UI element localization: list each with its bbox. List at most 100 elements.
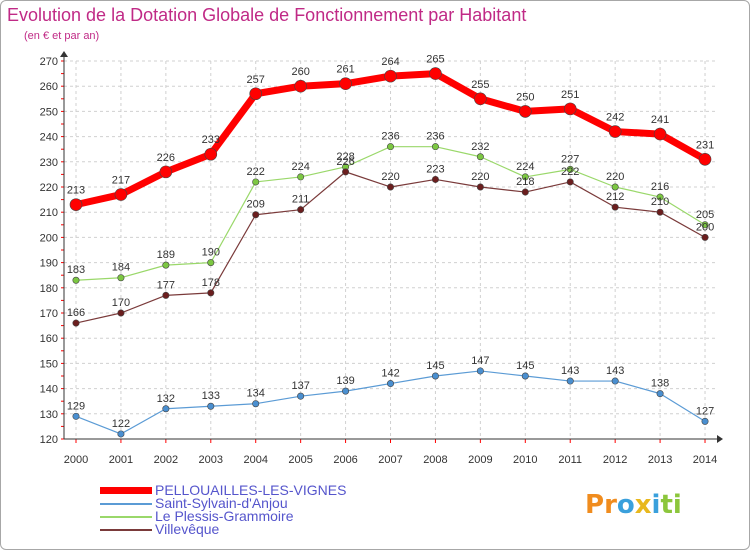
data-point (518, 105, 532, 118)
data-label: 265 (426, 54, 444, 66)
data-label: 142 (381, 368, 399, 380)
x-tick-label: 2009 (468, 454, 492, 466)
data-label: 250 (516, 91, 534, 103)
data-point (72, 319, 80, 327)
data-label: 133 (202, 390, 220, 402)
data-point (207, 402, 215, 410)
data-label: 205 (696, 209, 714, 221)
x-tick-label: 2012 (603, 454, 627, 466)
proxiti-logo: Proxiti (585, 490, 682, 520)
data-point (297, 206, 305, 214)
data-label: 232 (471, 141, 489, 153)
legend-item-villeveque: Villevêque (100, 521, 360, 537)
chart-title: Evolution de la Dotation Globale de Fonc… (7, 5, 527, 25)
x-tick-label: 2004 (243, 454, 267, 466)
data-labels: 129 122 132 133 134 137 139 142 145 147 145 143 143 1… (67, 54, 714, 430)
data-label: 166 (67, 307, 85, 319)
data-label: 122 (112, 418, 130, 430)
data-label: 242 (606, 112, 624, 124)
legend-swatch (100, 529, 152, 531)
data-label: 241 (651, 114, 669, 126)
logo-letter: x (634, 490, 652, 520)
data-point (162, 405, 170, 413)
legend: PELLOUAILLES-LES-VIGNES Saint-Sylvain-d'… (100, 482, 360, 537)
data-point (656, 193, 664, 201)
data-point (521, 372, 529, 380)
y-axis-arrow (60, 51, 68, 57)
data-label: 233 (202, 134, 220, 146)
axes: 120 130 140 150 160 170 180 190 200 210 220 230 240 2… (40, 51, 723, 466)
data-label: 226 (336, 156, 354, 168)
data-label: 145 (426, 360, 444, 372)
data-label: 134 (247, 388, 265, 400)
data-point (431, 372, 439, 380)
data-point (656, 390, 664, 398)
data-label: 200 (696, 221, 714, 233)
data-label: 210 (651, 196, 669, 208)
data-label: 231 (696, 139, 714, 151)
data-point (701, 233, 709, 241)
data-label: 209 (247, 199, 265, 211)
data-label: 223 (426, 163, 444, 175)
data-label: 178 (202, 277, 220, 289)
legend-label: PELLOUAILLES-LES-VIGNES (155, 482, 347, 498)
data-point (162, 291, 170, 299)
logo-letter: t (660, 490, 673, 520)
y-tick-label: 260 (40, 81, 58, 93)
data-point (117, 430, 125, 438)
data-label: 236 (426, 131, 444, 143)
data-label: 211 (292, 194, 310, 206)
data-label: 216 (651, 181, 669, 193)
data-point (252, 211, 260, 219)
y-tick-label: 170 (40, 308, 58, 320)
data-point (476, 183, 484, 191)
x-tick-label: 2007 (378, 454, 402, 466)
y-tick-label: 230 (40, 157, 58, 169)
data-label: 236 (381, 131, 399, 143)
data-label: 226 (157, 152, 175, 164)
series-lines (69, 67, 712, 438)
x-tick-label: 2001 (109, 454, 133, 466)
legend-label: Villevêque (155, 521, 220, 537)
data-point (342, 387, 350, 395)
data-label: 220 (606, 171, 624, 183)
data-label: 183 (67, 264, 85, 276)
data-label: 137 (291, 380, 309, 392)
data-label: 220 (381, 171, 399, 183)
x-tick-label: 2006 (333, 454, 357, 466)
data-label: 224 (516, 161, 534, 173)
y-tick-label: 140 (40, 384, 58, 396)
legend-label: Le Plessis-Grammoire (155, 508, 294, 524)
legend-label: Saint-Sylvain-d'Anjou (155, 495, 288, 511)
data-point (611, 377, 619, 385)
data-point (476, 153, 484, 161)
legend-item-saint-sylvain: Saint-Sylvain-d'Anjou (100, 495, 360, 511)
data-point (387, 380, 395, 388)
y-tick-label: 270 (40, 56, 58, 68)
data-point (252, 400, 260, 408)
data-label: 218 (516, 176, 534, 188)
data-label: 251 (561, 89, 579, 101)
x-tick-label: 2011 (558, 454, 582, 466)
logo-letter: r (604, 490, 617, 520)
data-point (297, 392, 305, 400)
data-point (384, 69, 397, 83)
data-point (608, 125, 622, 138)
data-point (114, 188, 128, 201)
data-point (431, 175, 439, 183)
data-label: 213 (67, 185, 85, 197)
data-point (207, 259, 215, 267)
data-point (566, 165, 574, 173)
data-point (72, 276, 80, 284)
data-label: 143 (561, 365, 579, 377)
data-point (387, 183, 395, 191)
data-point (701, 221, 709, 229)
chart-subtitle: (en € et par an) (24, 30, 100, 42)
legend-item-plessis: Le Plessis-Grammoire (100, 508, 360, 524)
data-label: 190 (202, 247, 220, 259)
data-label: 170 (112, 297, 130, 309)
data-point (249, 87, 263, 101)
grid-lines (64, 60, 717, 440)
x-tick-label: 2003 (199, 454, 223, 466)
data-point (476, 367, 484, 375)
